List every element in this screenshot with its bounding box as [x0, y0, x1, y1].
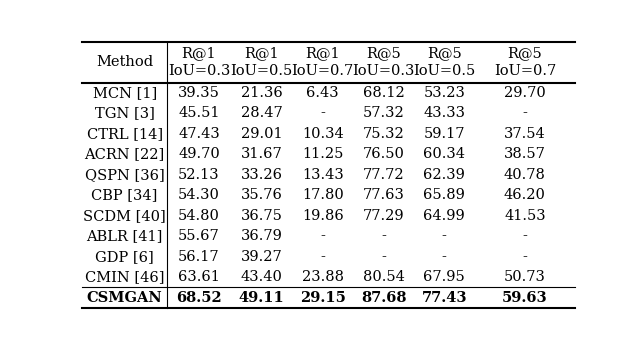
Text: 19.86: 19.86 [302, 209, 344, 223]
Text: 77.29: 77.29 [363, 209, 404, 223]
Text: 36.75: 36.75 [241, 209, 283, 223]
Text: 76.50: 76.50 [363, 147, 404, 161]
Text: 77.43: 77.43 [422, 291, 467, 305]
Text: TGN [3]: TGN [3] [95, 106, 155, 120]
Text: CTRL [14]: CTRL [14] [86, 127, 163, 141]
Text: IoU=0.3: IoU=0.3 [353, 64, 415, 78]
Text: 33.26: 33.26 [241, 168, 283, 182]
Text: -: - [442, 250, 447, 264]
Text: 17.80: 17.80 [302, 188, 344, 202]
Text: 68.12: 68.12 [363, 86, 404, 100]
Text: -: - [522, 106, 527, 120]
Text: 57.32: 57.32 [363, 106, 404, 120]
Text: 56.17: 56.17 [178, 250, 220, 264]
Text: -: - [381, 250, 386, 264]
Text: 10.34: 10.34 [302, 127, 344, 141]
Text: R@1: R@1 [244, 46, 279, 60]
Text: 50.73: 50.73 [504, 270, 546, 284]
Text: 45.51: 45.51 [179, 106, 220, 120]
Text: 13.43: 13.43 [302, 168, 344, 182]
Text: CMIN [46]: CMIN [46] [85, 270, 164, 284]
Text: 43.40: 43.40 [241, 270, 283, 284]
Text: ACRN [22]: ACRN [22] [84, 147, 164, 161]
Text: -: - [381, 229, 386, 243]
Text: 54.30: 54.30 [178, 188, 220, 202]
Text: 39.27: 39.27 [241, 250, 283, 264]
Text: R@5: R@5 [508, 46, 542, 60]
Text: 29.70: 29.70 [504, 86, 546, 100]
Text: -: - [321, 106, 325, 120]
Text: 36.79: 36.79 [241, 229, 283, 243]
Text: 59.63: 59.63 [502, 291, 548, 305]
Text: 55.67: 55.67 [178, 229, 220, 243]
Text: R@1: R@1 [305, 46, 340, 60]
Text: 43.33: 43.33 [423, 106, 465, 120]
Text: 40.78: 40.78 [504, 168, 546, 182]
Text: 49.70: 49.70 [178, 147, 220, 161]
Text: R@1: R@1 [182, 46, 216, 60]
Text: 80.54: 80.54 [363, 270, 404, 284]
Text: 75.32: 75.32 [363, 127, 404, 141]
Text: GDP [6]: GDP [6] [95, 250, 154, 264]
Text: 52.13: 52.13 [178, 168, 220, 182]
Text: IoU=0.7: IoU=0.7 [292, 64, 354, 78]
Text: 39.35: 39.35 [178, 86, 220, 100]
Text: 47.43: 47.43 [178, 127, 220, 141]
Text: 62.39: 62.39 [424, 168, 465, 182]
Text: 21.36: 21.36 [241, 86, 283, 100]
Text: CSMGAN: CSMGAN [87, 291, 163, 305]
Text: SCDM [40]: SCDM [40] [83, 209, 166, 223]
Text: 68.52: 68.52 [176, 291, 222, 305]
Text: 29.01: 29.01 [241, 127, 283, 141]
Text: 87.68: 87.68 [361, 291, 406, 305]
Text: CBP [34]: CBP [34] [92, 188, 158, 202]
Text: -: - [442, 229, 447, 243]
Text: 46.20: 46.20 [504, 188, 546, 202]
Text: 65.89: 65.89 [424, 188, 465, 202]
Text: 53.23: 53.23 [424, 86, 465, 100]
Text: IoU=0.7: IoU=0.7 [494, 64, 556, 78]
Text: 23.88: 23.88 [302, 270, 344, 284]
Text: 77.72: 77.72 [363, 168, 404, 182]
Text: QSPN [36]: QSPN [36] [84, 168, 164, 182]
Text: 11.25: 11.25 [302, 147, 344, 161]
Text: 41.53: 41.53 [504, 209, 546, 223]
Text: -: - [321, 229, 325, 243]
Text: 63.61: 63.61 [178, 270, 220, 284]
Text: R@5: R@5 [427, 46, 461, 60]
Text: 54.80: 54.80 [178, 209, 220, 223]
Text: -: - [522, 250, 527, 264]
Text: 59.17: 59.17 [424, 127, 465, 141]
Text: 49.11: 49.11 [239, 291, 285, 305]
Text: 6.43: 6.43 [307, 86, 339, 100]
Text: 28.47: 28.47 [241, 106, 283, 120]
Text: 35.76: 35.76 [241, 188, 283, 202]
Text: MCN [1]: MCN [1] [93, 86, 157, 100]
Text: 67.95: 67.95 [424, 270, 465, 284]
Text: IoU=0.5: IoU=0.5 [230, 64, 293, 78]
Text: 64.99: 64.99 [424, 209, 465, 223]
Text: 77.63: 77.63 [363, 188, 404, 202]
Text: IoU=0.3: IoU=0.3 [168, 64, 230, 78]
Text: 60.34: 60.34 [423, 147, 465, 161]
Text: 37.54: 37.54 [504, 127, 546, 141]
Text: -: - [321, 250, 325, 264]
Text: 29.15: 29.15 [300, 291, 346, 305]
Text: 31.67: 31.67 [241, 147, 283, 161]
Text: ABLR [41]: ABLR [41] [86, 229, 163, 243]
Text: R@5: R@5 [366, 46, 401, 60]
Text: Method: Method [96, 55, 153, 69]
Text: IoU=0.5: IoU=0.5 [413, 64, 476, 78]
Text: -: - [522, 229, 527, 243]
Text: 38.57: 38.57 [504, 147, 546, 161]
